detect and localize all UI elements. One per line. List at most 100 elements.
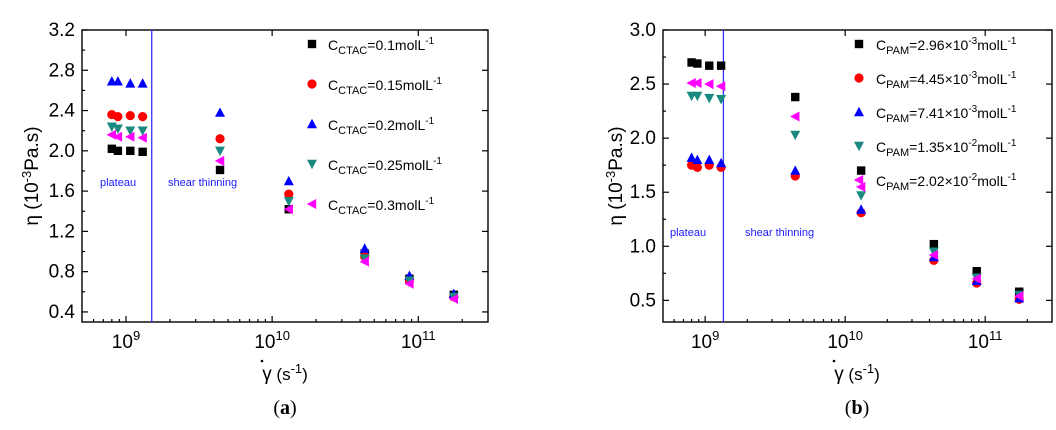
legend-label: CCTAC=0.3molL-1 <box>328 196 435 217</box>
data-point <box>137 132 147 143</box>
data-point <box>215 134 225 144</box>
data-point <box>284 189 294 199</box>
x-axis-title: γ (s-1) <box>834 361 880 385</box>
data-point <box>692 77 702 88</box>
legend-marker <box>307 39 317 49</box>
data-point <box>686 152 697 162</box>
y-tick-label: 1.2 <box>49 221 75 242</box>
x-tick-label: 1010 <box>254 328 290 353</box>
gamma-dot <box>260 359 264 363</box>
y-axis-title: η (10-3Pa.s) <box>603 126 627 225</box>
data-point <box>686 77 696 88</box>
plateau-label: plateau <box>100 177 136 189</box>
data-point <box>704 79 714 90</box>
data-point <box>705 61 714 70</box>
legend-label: CCTAC=0.15molL-1 <box>328 76 442 97</box>
data-point <box>929 239 939 249</box>
data-point <box>283 196 294 207</box>
legend: CCTAC=0.1molL-1 CCTAC=0.15molL-1 CCTAC=0.2… <box>306 36 442 217</box>
legend-label: CPAM=7.41×10-3molL-1 <box>876 104 1017 125</box>
legend: CPAM=2.96×10-3molL-1 CPAM=4.45×10-3molL-1… <box>853 36 1017 193</box>
y-tick-label: 2.0 <box>49 141 75 162</box>
data-point <box>215 107 226 117</box>
data-point <box>715 81 726 92</box>
y-tick-label: 3.2 <box>49 20 75 41</box>
legend-label: CPAM=4.45×10-3molL-1 <box>876 70 1017 91</box>
data-point <box>1014 291 1024 302</box>
legend-marker <box>853 175 864 185</box>
data-point <box>971 273 981 284</box>
y-tick-label: 2.4 <box>49 101 76 122</box>
series-3 <box>106 76 459 299</box>
data-point <box>704 154 715 164</box>
series-4 <box>686 91 1025 301</box>
legend-marker <box>307 79 317 89</box>
data-point <box>692 162 702 172</box>
data-point <box>137 126 148 136</box>
y-tick-label: 2.8 <box>49 60 75 81</box>
data-point <box>137 78 148 88</box>
legend-marker <box>854 141 864 152</box>
data-point <box>790 130 801 141</box>
legend-label: CCTAC=0.25molL-1 <box>328 156 442 177</box>
y-tick-label: 1.0 <box>630 236 656 257</box>
data-point <box>113 146 123 156</box>
data-point <box>692 91 703 102</box>
shear-thinning-label: shear thinning <box>745 227 814 239</box>
data-point <box>359 243 370 253</box>
data-point <box>404 278 414 289</box>
legend-label: CPAM=1.35×10-2molL-1 <box>876 138 1017 159</box>
y-tick-label: 0.8 <box>49 262 75 283</box>
data-point <box>112 131 123 142</box>
data-point <box>283 204 293 215</box>
data-point <box>112 124 123 134</box>
data-point <box>791 92 800 102</box>
data-point <box>692 154 703 164</box>
data-point <box>125 110 135 121</box>
legend-marker <box>307 159 317 170</box>
data-point <box>125 131 135 142</box>
y-tick-label: 3.0 <box>630 20 656 41</box>
panel-caption: (a) <box>273 397 296 419</box>
data-point <box>126 146 135 156</box>
legend-marker <box>854 73 864 83</box>
data-point <box>112 76 123 86</box>
y-tick-label: 0.5 <box>630 290 656 311</box>
y-tick-label: 2.0 <box>630 128 656 149</box>
panel-caption: (b) <box>845 397 869 419</box>
data-point <box>928 249 939 260</box>
data-point <box>214 155 225 166</box>
gamma-dot <box>832 359 836 363</box>
x-axis-title: γ (s-1) <box>262 361 308 385</box>
legend-marker <box>306 199 317 209</box>
data-point <box>790 165 801 175</box>
data-point <box>283 175 294 186</box>
legend-label: CPAM=2.96×10-3molL-1 <box>876 36 1017 57</box>
legend-label: CPAM=2.02×10-2molL-1 <box>876 172 1017 193</box>
shear-thinning-label: shear thinning <box>168 177 237 189</box>
data-point <box>215 165 225 175</box>
x-tick-label: 1010 <box>827 328 863 353</box>
x-tick-label: 1011 <box>968 328 1003 353</box>
data-point <box>125 78 136 88</box>
data-point <box>138 147 147 157</box>
data-point <box>687 58 696 67</box>
y-tick-label: 2.5 <box>630 74 656 95</box>
plateau-label: plateau <box>670 227 706 239</box>
data-point <box>856 166 866 175</box>
legend-label: CCTAC=0.2molL-1 <box>328 116 435 137</box>
data-point <box>716 157 727 168</box>
data-point <box>359 256 369 267</box>
chart-panel-b: 0.5 1.0 1.5 2.0 2.5 3.0 109 1010 1011 plateau shea… <box>603 20 1053 419</box>
data-point <box>215 146 226 157</box>
legend-marker <box>854 39 864 49</box>
legend-marker <box>307 118 317 129</box>
data-point <box>790 111 800 122</box>
data-point <box>106 129 117 140</box>
series-5 <box>106 129 458 304</box>
y-tick-label: 1.5 <box>630 182 656 203</box>
data-point <box>704 93 715 104</box>
y-tick-label: 0.4 <box>49 302 76 323</box>
data-point <box>125 126 136 136</box>
chart-panel-a: 0.4 0.8 1.2 1.6 2.0 2.4 2.8 3.2 109 1010 1011 plate… <box>19 20 489 419</box>
